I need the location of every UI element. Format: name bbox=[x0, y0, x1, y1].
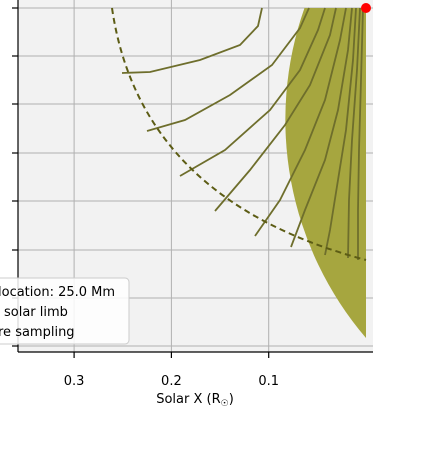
x-tick-label: 0.3 bbox=[64, 374, 85, 389]
x-axis-title-main: Solar X (R bbox=[156, 392, 220, 407]
field-line bbox=[357, 7, 364, 260]
x-tick-label: 0.1 bbox=[258, 374, 279, 389]
legend-entry-location: location: 25.0 Mm bbox=[0, 285, 115, 300]
field-line bbox=[146, 7, 310, 132]
sampling-arc bbox=[111, 7, 367, 261]
legend-entry-sampling: re sampling bbox=[0, 325, 75, 340]
field-line bbox=[324, 7, 357, 256]
field-line bbox=[347, 7, 361, 259]
footpoint-marker bbox=[361, 3, 371, 13]
x-axis-title-close: ) bbox=[229, 392, 234, 407]
legend-box bbox=[0, 277, 130, 345]
legend-entry-solar-limb: solar limb bbox=[4, 305, 68, 320]
field-line bbox=[179, 7, 326, 177]
x-axis-title: Solar X (R☉) bbox=[156, 392, 234, 409]
x-axis-title-sub: ☉ bbox=[221, 399, 229, 409]
field-line bbox=[121, 7, 263, 74]
field-lines bbox=[121, 7, 364, 260]
x-tick-label: 0.2 bbox=[161, 374, 182, 389]
field-line bbox=[214, 7, 337, 212]
x-ticks: 0.3 0.2 0.1 bbox=[64, 352, 279, 389]
grid bbox=[18, 0, 373, 352]
legend: location: 25.0 Mm solar limb re sampling bbox=[0, 277, 130, 345]
field-line bbox=[254, 7, 347, 237]
field-line bbox=[290, 7, 353, 248]
